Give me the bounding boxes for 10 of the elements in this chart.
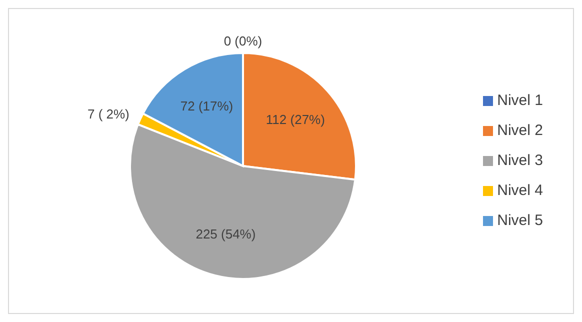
legend-label: Nivel 5 [497, 212, 543, 229]
data-label: 7 ( 2%) [87, 106, 130, 122]
data-label: 225 (54%) [196, 226, 256, 242]
text: 0 (0%) [224, 34, 262, 48]
legend-label: Nivel 4 [497, 182, 543, 199]
legend-label: Nivel 2 [497, 122, 543, 139]
data-label: 112 (27%) [266, 112, 325, 128]
legend-label: Nivel 1 [497, 92, 543, 109]
data-label: 72 (17%) [180, 98, 234, 114]
legend-label: Nivel 3 [497, 152, 543, 169]
